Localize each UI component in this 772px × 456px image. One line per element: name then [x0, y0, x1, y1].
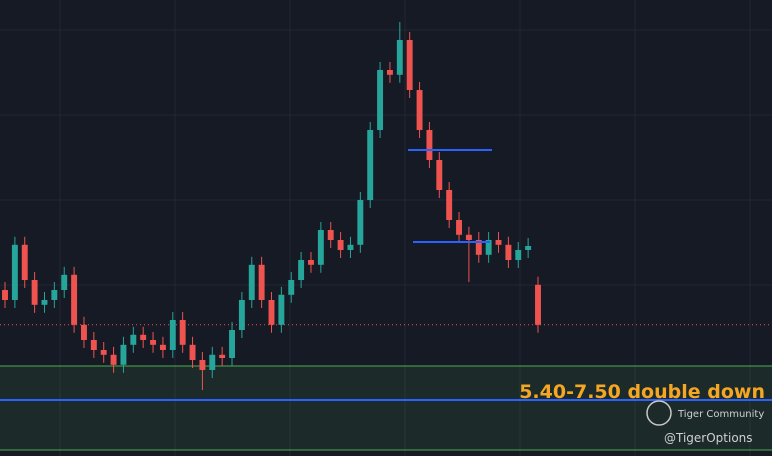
candle-body: [81, 324, 87, 340]
zone: [0, 366, 772, 450]
candle-body: [337, 240, 344, 250]
candle-body: [308, 260, 314, 265]
candle-body: [535, 284, 541, 325]
candle-body: [347, 244, 354, 250]
candle-body: [456, 220, 462, 235]
candle-body: [495, 240, 502, 245]
candle-body: [11, 244, 18, 300]
candle-body: [396, 40, 403, 75]
candle-body: [110, 354, 117, 365]
candle-body: [406, 40, 413, 90]
candle-body: [327, 230, 334, 240]
candle-body: [485, 240, 492, 255]
candle-body: [426, 130, 433, 160]
candle-body: [219, 354, 226, 358]
candle-body: [189, 344, 196, 360]
logo: [646, 400, 672, 426]
candle-body: [465, 234, 472, 240]
candle-body: [446, 190, 453, 220]
candle-body: [317, 230, 324, 265]
candle-body: [150, 340, 157, 345]
candle-body: [120, 344, 127, 365]
candle-body: [515, 250, 522, 260]
candle-body: [130, 334, 137, 345]
candle-body: [298, 260, 305, 280]
candle-body: [377, 70, 384, 130]
handle: @TigerOptions: [664, 431, 753, 445]
candle-body: [100, 350, 107, 355]
candle-body: [525, 246, 532, 250]
candle-body: [199, 360, 206, 370]
candle-body: [357, 200, 364, 245]
candle-body: [140, 334, 147, 340]
candle-body: [475, 240, 482, 255]
candle-body: [288, 280, 295, 295]
annotation: 5.40-7.50 double down: [519, 381, 765, 403]
candle-body: [278, 294, 285, 325]
candle-body: [51, 290, 58, 300]
candle-body: [2, 290, 8, 300]
candle-body: [179, 320, 186, 345]
candle-body: [71, 274, 78, 325]
candle-body: [169, 320, 176, 350]
candle-body: [268, 300, 275, 325]
candle-body: [209, 354, 216, 370]
candle-body: [21, 244, 28, 280]
candle-body: [31, 280, 38, 305]
candle-body: [505, 244, 512, 260]
candle-body: [436, 160, 443, 190]
candle-body: [90, 340, 97, 350]
candle-body: [229, 330, 235, 358]
candle-body: [41, 300, 48, 305]
candle-body: [248, 264, 255, 300]
candle-body: [258, 264, 265, 300]
candle-body: [386, 70, 393, 75]
candle-body: [367, 130, 374, 200]
watermark: Tiger Community: [677, 409, 764, 420]
candle-body: [238, 300, 245, 330]
candle-body: [416, 90, 423, 130]
candle-body: [61, 274, 68, 290]
candle-body: [159, 344, 166, 350]
